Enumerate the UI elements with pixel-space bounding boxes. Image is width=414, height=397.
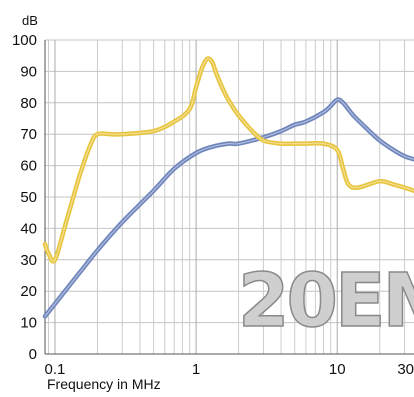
y-tick-label: 0: [29, 346, 37, 363]
y-tick-label: 20: [20, 283, 37, 300]
y-tick-label: 70: [20, 126, 37, 143]
y-tick-label: 90: [20, 63, 37, 80]
y-axis-unit-label: dB: [22, 13, 38, 28]
y-tick-label: 50: [20, 189, 37, 206]
y-tick-label: 80: [20, 95, 37, 112]
y-tick-label: 100: [12, 32, 37, 49]
x-tick-label: 30: [397, 361, 414, 378]
x-tick-label: 10: [329, 361, 346, 378]
series-line-2: [45, 58, 414, 261]
y-tick-label: 60: [20, 158, 37, 175]
y-tick-label: 40: [20, 220, 37, 237]
y-axis-ticks: 0 10 20 30 40 50 60 70 80 90 100: [12, 32, 37, 363]
y-tick-label: 10: [20, 315, 37, 332]
y-tick-label: 30: [20, 252, 37, 269]
series-line-highlight-2: [45, 58, 414, 261]
watermark-logo: 20EMC: [238, 258, 414, 344]
x-axis-label: Frequency in MHz: [47, 376, 161, 392]
x-tick-label: 1: [192, 361, 200, 378]
